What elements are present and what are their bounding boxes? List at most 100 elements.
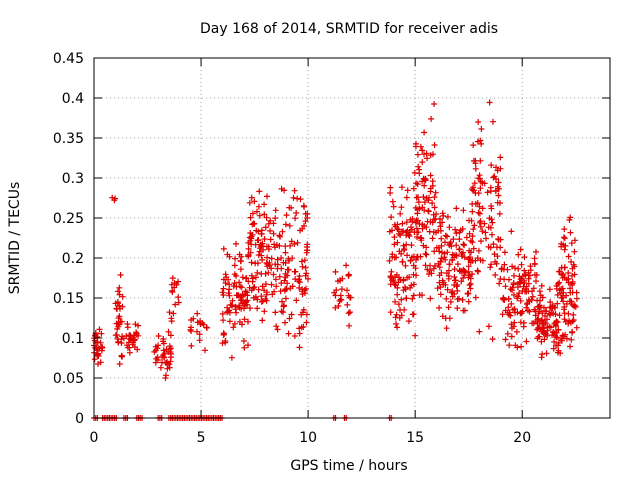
- data-point: [521, 267, 528, 274]
- data-point: [258, 298, 265, 305]
- data-point: [333, 287, 340, 294]
- data-point: [290, 194, 297, 201]
- data-point: [282, 270, 289, 277]
- data-point: [292, 276, 299, 283]
- data-point: [400, 287, 407, 294]
- data-point: [249, 210, 256, 217]
- data-point: [406, 233, 413, 239]
- data-point: [196, 337, 203, 344]
- data-point: [99, 345, 106, 351]
- data-point: [446, 224, 453, 231]
- data-point: [436, 248, 443, 255]
- data-point: [565, 275, 572, 282]
- data-point: [419, 159, 426, 166]
- data-point: [546, 286, 553, 293]
- data-point: [469, 208, 476, 215]
- data-point: [230, 324, 237, 331]
- data-point: [460, 249, 466, 256]
- data-point: [558, 286, 565, 293]
- data-point: [536, 288, 543, 295]
- data-point: [446, 315, 453, 322]
- data-point: [296, 284, 303, 291]
- data-point: [168, 315, 175, 322]
- data-point: [513, 328, 520, 335]
- data-point: [263, 214, 270, 221]
- data-point: [451, 254, 458, 261]
- data-point: [487, 264, 494, 271]
- data-point: [569, 328, 576, 335]
- x-tick-label: 5: [197, 430, 206, 446]
- data-point: [493, 176, 499, 182]
- data-point: [561, 226, 568, 233]
- data-point: [292, 215, 299, 222]
- data-point: [268, 265, 275, 272]
- data-point: [488, 216, 495, 223]
- data-point: [119, 293, 126, 300]
- data-point: [98, 330, 105, 337]
- data-point: [466, 282, 473, 288]
- data-point: [453, 230, 460, 237]
- data-point: [296, 279, 303, 286]
- data-point: [550, 345, 557, 352]
- data-point: [556, 312, 563, 319]
- data-point: [332, 304, 339, 311]
- y-axis-label: SRMTID / TECUs: [7, 182, 23, 295]
- data-point: [489, 336, 496, 343]
- data-point: [445, 304, 452, 311]
- data-point: [573, 324, 580, 331]
- data-point: [344, 287, 350, 294]
- data-point: [569, 281, 575, 288]
- data-point: [487, 244, 494, 251]
- data-point: [261, 287, 268, 294]
- data-point: [172, 301, 179, 308]
- data-point: [302, 264, 309, 271]
- data-point: [428, 270, 435, 277]
- data-point: [460, 307, 467, 314]
- data-point: [461, 254, 468, 261]
- data-point: [508, 300, 515, 307]
- data-point: [194, 310, 201, 317]
- data-point: [291, 241, 298, 247]
- data-point: [258, 252, 265, 259]
- data-point: [163, 346, 170, 353]
- data-point: [518, 310, 525, 317]
- data-point: [464, 290, 471, 297]
- data-point: [487, 184, 494, 191]
- data-point: [416, 221, 423, 227]
- data-point: [541, 304, 547, 311]
- data-point: [454, 287, 461, 294]
- data-point: [248, 259, 255, 266]
- data-point: [547, 324, 554, 331]
- data-point: [129, 341, 136, 348]
- data-point: [559, 294, 566, 301]
- data-point: [153, 355, 160, 362]
- data-point: [539, 328, 546, 335]
- data-point: [572, 237, 578, 244]
- data-point: [407, 257, 414, 264]
- data-point: [543, 308, 550, 314]
- data-point: [226, 281, 233, 288]
- data-point: [413, 225, 420, 232]
- data-point: [554, 334, 561, 341]
- data-point: [467, 237, 474, 244]
- data-point: [404, 187, 411, 194]
- data-point: [256, 212, 263, 219]
- data-point: [416, 292, 423, 298]
- data-point: [570, 311, 577, 318]
- data-point: [498, 265, 505, 272]
- data-point: [278, 255, 285, 261]
- data-point: [245, 252, 252, 259]
- data-point: [395, 301, 402, 308]
- data-point: [251, 220, 258, 227]
- data-point: [457, 227, 464, 234]
- data-point: [505, 304, 512, 311]
- data-point: [427, 295, 434, 302]
- data-point: [395, 230, 402, 237]
- data-point: [397, 307, 403, 313]
- data-point: [394, 291, 401, 298]
- x-tick-label: 10: [299, 430, 317, 446]
- data-point: [405, 318, 412, 325]
- data-point: [301, 222, 307, 229]
- data-point: [529, 293, 536, 300]
- data-point: [440, 281, 447, 288]
